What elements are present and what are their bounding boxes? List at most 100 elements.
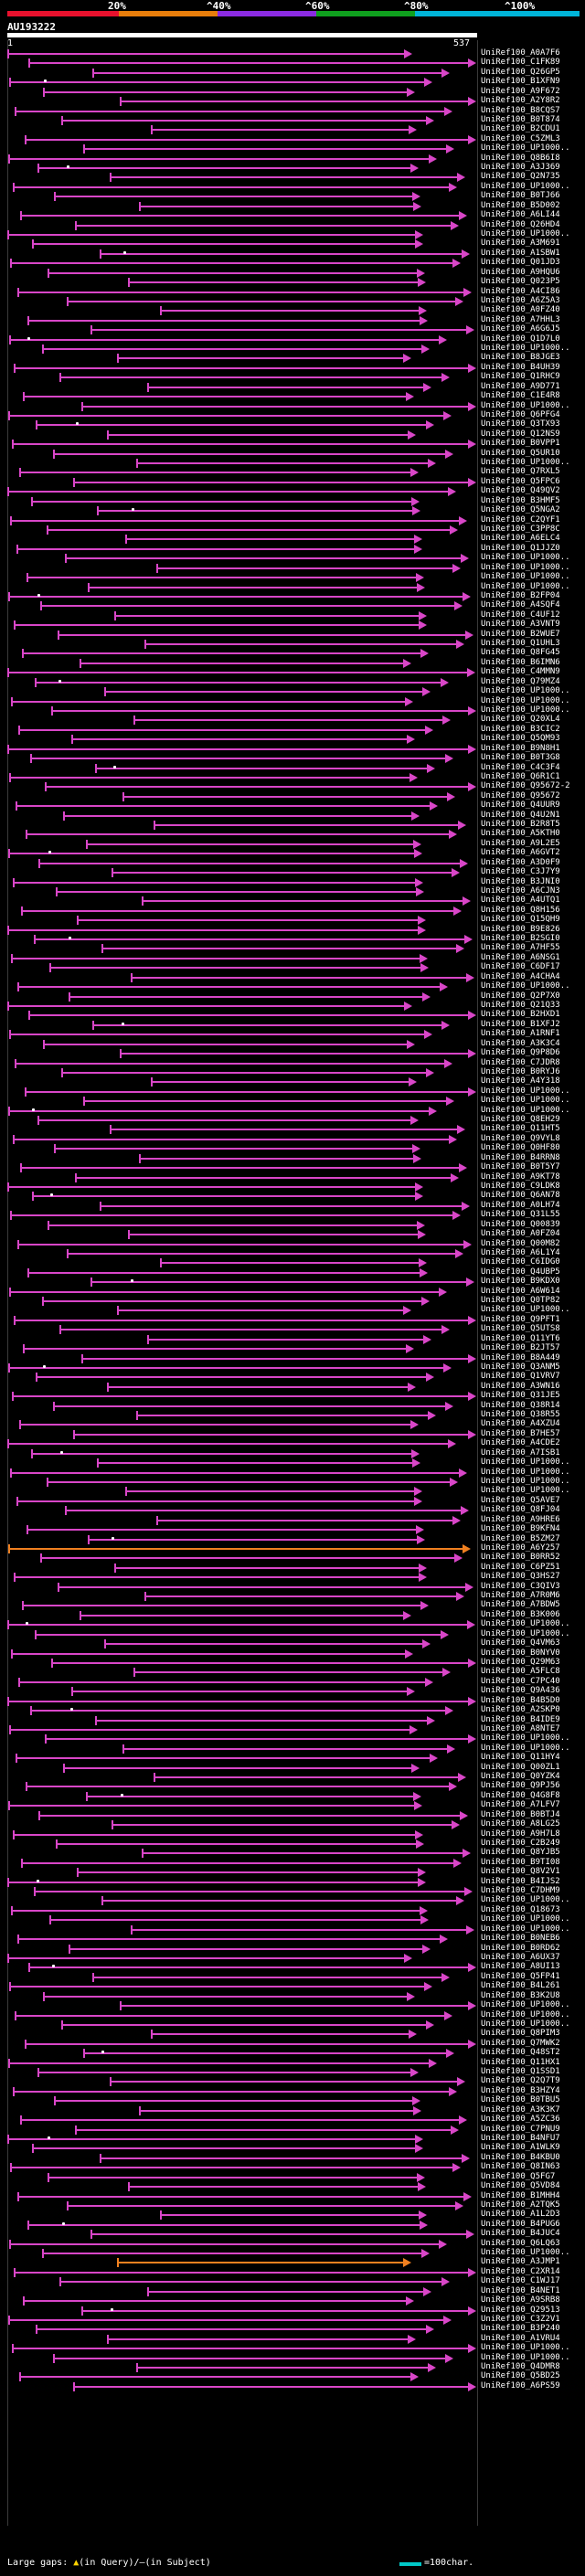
hit-alignment-bar[interactable]	[7, 928, 418, 931]
hit-alignment-bar[interactable]	[80, 1614, 403, 1617]
hit-row[interactable]: UniRef100_C3Z2V1	[0, 2314, 585, 2326]
hit-row[interactable]: UniRef100_B3CIC2	[0, 724, 585, 736]
hit-row[interactable]: UniRef100_A6NSG1	[0, 952, 585, 964]
hit-label[interactable]: UniRef100_Q79MZ4	[481, 676, 560, 686]
hit-label[interactable]: UniRef100_B3HMF5	[481, 495, 560, 505]
hit-alignment-bar[interactable]	[151, 129, 409, 132]
hit-label[interactable]: UniRef100_A9L2E5	[481, 838, 560, 848]
hit-row[interactable]: UniRef100_A7R0M6	[0, 1590, 585, 1602]
hit-label[interactable]: UniRef100_A2Y8R2	[481, 96, 560, 106]
hit-alignment-bar[interactable]	[18, 1680, 425, 1683]
hit-row[interactable]: UniRef100_C7PNU9	[0, 2124, 585, 2136]
hit-alignment-bar[interactable]	[88, 1538, 417, 1541]
hit-label[interactable]: UniRef100_A9SRB8	[481, 2295, 560, 2306]
hit-row[interactable]: UniRef100_A9F672	[0, 86, 585, 98]
hit-row[interactable]: UniRef100_Q9VYL8	[0, 1133, 585, 1145]
hit-alignment-bar[interactable]	[97, 1462, 412, 1465]
hit-alignment-bar[interactable]	[81, 1357, 468, 1360]
hit-row[interactable]: UniRef100_B3K2U8	[0, 1990, 585, 2002]
hit-label[interactable]: UniRef100_B4IJS2	[481, 1876, 560, 1886]
hit-row[interactable]: UniRef100_Q11YT6	[0, 1333, 585, 1345]
hit-row[interactable]: UniRef100_A9SRB8	[0, 2295, 585, 2306]
hit-row[interactable]: UniRef100_UP1000..	[0, 1913, 585, 1925]
hit-alignment-bar[interactable]	[30, 1710, 445, 1712]
hit-alignment-bar[interactable]	[10, 2167, 452, 2169]
hit-alignment-bar[interactable]	[107, 433, 408, 436]
hit-alignment-bar[interactable]	[17, 986, 440, 989]
hit-label[interactable]: UniRef100_A3VNT9	[481, 620, 560, 630]
hit-row[interactable]: UniRef100_A5FLC8	[0, 1666, 585, 1678]
hit-label[interactable]: UniRef100_B8JGE3	[481, 353, 560, 363]
hit-alignment-bar[interactable]	[28, 1966, 468, 1969]
hit-alignment-bar[interactable]	[117, 1309, 403, 1312]
hit-label[interactable]: UniRef100_A4UTQ1	[481, 896, 560, 906]
hit-alignment-bar[interactable]	[43, 1995, 407, 1998]
hit-label[interactable]: UniRef100_C3PP8C	[481, 525, 560, 534]
hit-row[interactable]: UniRef100_Q5FPC6	[0, 476, 585, 488]
hit-label[interactable]: UniRef100_B9E826	[481, 924, 560, 934]
hit-row[interactable]: UniRef100_B3JNI0	[0, 876, 585, 888]
hit-row[interactable]: UniRef100_Q5BD25	[0, 2370, 585, 2382]
hit-row[interactable]: UniRef100_Q6AN78	[0, 1190, 585, 1202]
hit-alignment-bar[interactable]	[9, 1290, 439, 1293]
hit-row[interactable]: UniRef100_A7HHL3	[0, 314, 585, 326]
hit-row[interactable]: UniRef100_UP1000..	[0, 581, 585, 593]
hit-label[interactable]: UniRef100_C3Z2V1	[481, 2314, 560, 2324]
hit-alignment-bar[interactable]	[20, 215, 459, 217]
hit-alignment-bar[interactable]	[107, 1385, 408, 1388]
hit-label[interactable]: UniRef100_A8LG25	[481, 1819, 560, 1829]
hit-label[interactable]: UniRef100_Q6PFG4	[481, 409, 560, 419]
hit-label[interactable]: UniRef100_Q1SSD1	[481, 2067, 560, 2077]
hit-alignment-bar[interactable]	[8, 1805, 414, 1807]
hit-alignment-bar[interactable]	[131, 976, 466, 979]
hit-alignment-bar[interactable]	[63, 814, 411, 817]
hit-row[interactable]: UniRef100_B6IMN6	[0, 657, 585, 669]
hit-label[interactable]: UniRef100_UP1000..	[481, 562, 570, 572]
hit-alignment-bar[interactable]	[19, 472, 410, 474]
hit-label[interactable]: UniRef100_Q00ZL1	[481, 1762, 560, 1772]
hit-label[interactable]: UniRef100_UP1000..	[481, 1467, 570, 1477]
hit-alignment-bar[interactable]	[53, 2357, 445, 2359]
hit-label[interactable]: UniRef100_Q1UHL3	[481, 639, 560, 649]
hit-row[interactable]: UniRef100_UP1000..	[0, 705, 585, 716]
hit-label[interactable]: UniRef100_A0FZ04	[481, 1229, 560, 1239]
hit-row[interactable]: UniRef100_A3K3C4	[0, 1038, 585, 1050]
hit-row[interactable]: UniRef100_B0BTJ4	[0, 1809, 585, 1821]
hit-alignment-bar[interactable]	[147, 386, 423, 388]
hit-alignment-bar[interactable]	[17, 291, 463, 293]
hit-row[interactable]: UniRef100_A9KT78	[0, 1171, 585, 1183]
hit-label[interactable]: UniRef100_Q4VM63	[481, 1638, 560, 1648]
hit-label[interactable]: UniRef100_Q8V2V1	[481, 1867, 560, 1877]
hit-label[interactable]: UniRef100_Q5BD25	[481, 2371, 560, 2381]
hit-alignment-bar[interactable]	[8, 853, 414, 855]
hit-label[interactable]: UniRef100_Q5QM93	[481, 734, 560, 744]
hit-label[interactable]: UniRef100_A5FLC8	[481, 1667, 560, 1677]
hit-label[interactable]: UniRef100_C6PZ51	[481, 1562, 560, 1572]
hit-label[interactable]: UniRef100_B9N8H1	[481, 743, 560, 753]
hit-row[interactable]: UniRef100_Q8IN63	[0, 2161, 585, 2173]
hit-alignment-bar[interactable]	[107, 2337, 408, 2340]
hit-row[interactable]: UniRef100_Q38R55	[0, 1409, 585, 1421]
hit-row[interactable]: UniRef100_UP1000..	[0, 2247, 585, 2259]
hit-label[interactable]: UniRef100_A1SBW1	[481, 248, 560, 258]
hit-label[interactable]: UniRef100_Q4UUR9	[481, 800, 560, 811]
hit-alignment-bar[interactable]	[40, 605, 454, 608]
hit-label[interactable]: UniRef100_Q7RXL5	[481, 467, 560, 477]
hit-row[interactable]: UniRef100_B3K006	[0, 1609, 585, 1621]
hit-label[interactable]: UniRef100_Q12NS9	[481, 429, 560, 439]
hit-row[interactable]: UniRef100_Q49QV2	[0, 485, 585, 497]
hit-row[interactable]: UniRef100_UP1000..	[0, 685, 585, 697]
hit-row[interactable]: UniRef100_A8NTE7	[0, 1723, 585, 1735]
hit-alignment-bar[interactable]	[13, 1138, 449, 1140]
hit-alignment-bar[interactable]	[21, 909, 453, 912]
hit-label[interactable]: UniRef100_UP1000..	[481, 1458, 570, 1468]
hit-label[interactable]: UniRef100_C6DF17	[481, 962, 560, 972]
hit-label[interactable]: UniRef100_A7LFV7	[481, 1800, 560, 1810]
hit-alignment-bar[interactable]	[110, 1129, 457, 1131]
hit-alignment-bar[interactable]	[67, 1252, 455, 1255]
hit-label[interactable]: UniRef100_Q31JE5	[481, 1391, 560, 1401]
hit-alignment-bar[interactable]	[37, 167, 410, 170]
hit-row[interactable]: UniRef100_C5ZML3	[0, 133, 585, 145]
hit-row[interactable]: UniRef100_Q4VM63	[0, 1638, 585, 1649]
hit-row[interactable]: UniRef100_Q4UUR9	[0, 800, 585, 811]
